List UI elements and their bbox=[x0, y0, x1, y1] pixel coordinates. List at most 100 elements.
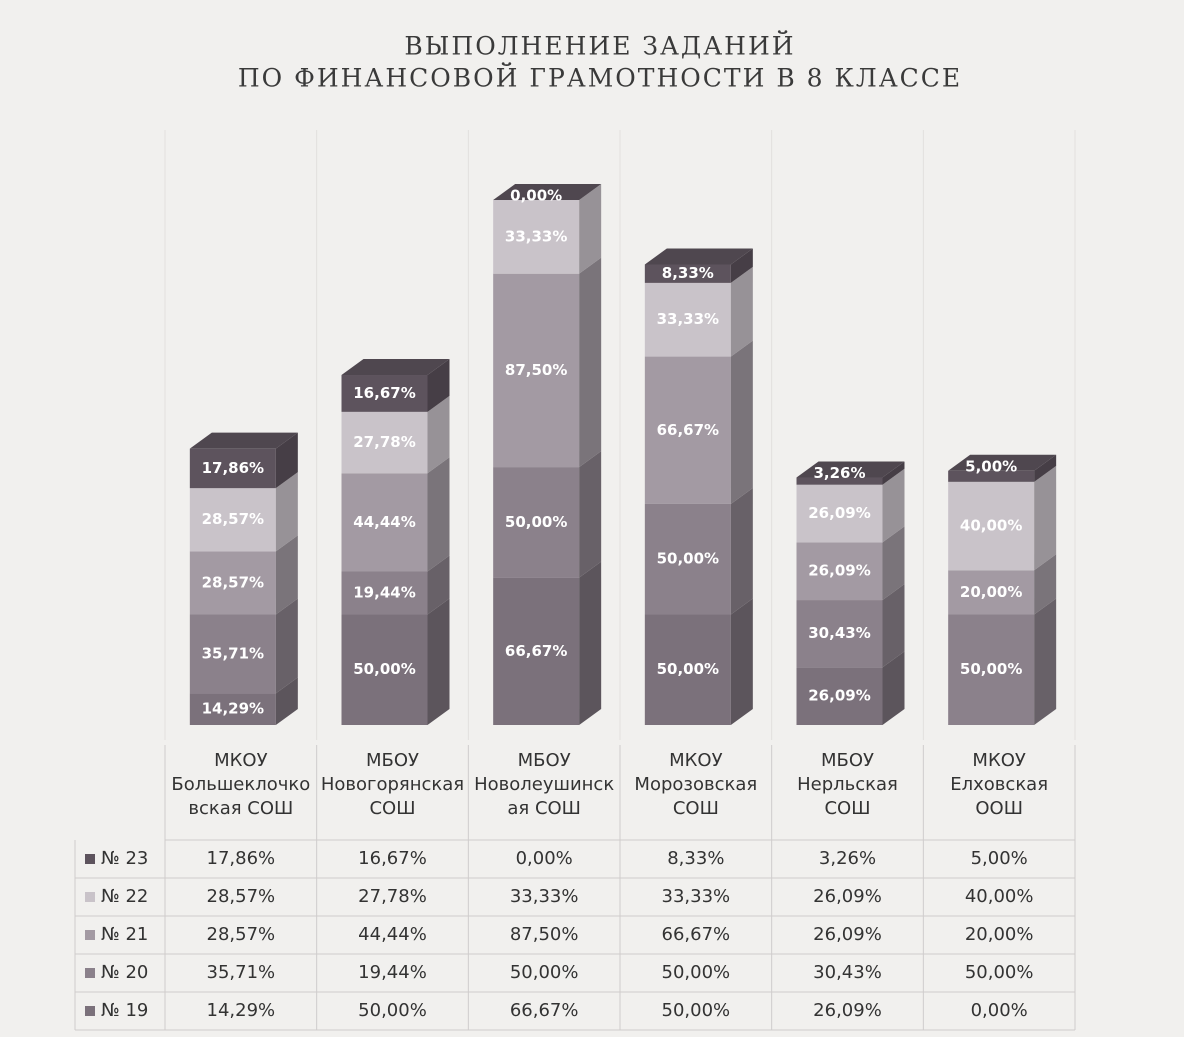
bar-segment bbox=[644, 264, 731, 283]
bar-top bbox=[796, 461, 905, 478]
bar-segment bbox=[796, 484, 883, 543]
bar-side bbox=[882, 651, 905, 725]
category-label: МБОУ Нерльская СОШ bbox=[797, 750, 898, 819]
table-cell: 3,26% bbox=[819, 848, 876, 869]
bar-side bbox=[275, 432, 298, 489]
table-cell: 0,00% bbox=[516, 848, 573, 869]
table-cell: 26,09% bbox=[813, 886, 882, 907]
bar-side bbox=[427, 359, 450, 412]
bar-segment bbox=[948, 481, 1035, 571]
category-label: МКОУ Морозовская СОШ bbox=[634, 750, 758, 819]
bar-segment bbox=[948, 614, 1035, 725]
bar-segment bbox=[189, 551, 276, 615]
bar-top bbox=[189, 432, 298, 449]
table-cell: 87,50% bbox=[510, 924, 579, 945]
bar-side bbox=[1034, 454, 1057, 482]
table-cell: 33,33% bbox=[510, 886, 579, 907]
legend-key bbox=[85, 854, 95, 864]
category-cell: МБОУ Нерльская СОШ bbox=[797, 750, 898, 819]
bar-segment bbox=[948, 470, 1035, 482]
bar-segment bbox=[189, 693, 276, 725]
segment-label: 35,71% bbox=[202, 644, 264, 662]
bar-segment bbox=[644, 614, 731, 725]
bar-side bbox=[1034, 554, 1057, 615]
segment-label: 50,00% bbox=[960, 660, 1022, 678]
table-cell: 8,33% bbox=[667, 848, 724, 869]
bar-segment bbox=[796, 667, 883, 725]
bar-segment bbox=[948, 570, 1035, 615]
segment-label: 14,29% bbox=[202, 700, 264, 718]
table-cell: 0,00% bbox=[971, 1000, 1028, 1021]
table-cell: 30,43% bbox=[813, 962, 882, 983]
segment-label: 16,67% bbox=[353, 384, 415, 402]
segment-label: 27,78% bbox=[353, 433, 415, 451]
bar-segment bbox=[644, 282, 731, 357]
bar-segment bbox=[189, 488, 276, 552]
bar-segment bbox=[493, 577, 580, 725]
bar-side bbox=[579, 184, 602, 274]
table-cell: 50,00% bbox=[358, 1000, 427, 1021]
segment-label: 30,43% bbox=[808, 624, 870, 642]
table-cell: 16,67% bbox=[358, 848, 427, 869]
bar-side bbox=[579, 451, 602, 578]
table-cell: 28,57% bbox=[207, 924, 276, 945]
category-label: МБОУ Новогорянская СОШ bbox=[320, 750, 465, 819]
bar-segment bbox=[796, 477, 883, 485]
bar-segment bbox=[493, 273, 580, 468]
table-cell: 5,00% bbox=[971, 848, 1028, 869]
bar-side bbox=[730, 340, 753, 504]
bar-side bbox=[427, 555, 450, 615]
bar-segment bbox=[644, 356, 731, 504]
segment-label: 87,50% bbox=[505, 361, 567, 379]
table-cell: 17,86% bbox=[207, 848, 276, 869]
bar-segment bbox=[644, 503, 731, 615]
table-cell: 35,71% bbox=[207, 962, 276, 983]
legend-key bbox=[85, 892, 95, 902]
segment-label: 50,00% bbox=[353, 660, 415, 678]
bar-side bbox=[427, 598, 450, 725]
legend-label: № 20 bbox=[101, 962, 148, 983]
segment-label: 44,44% bbox=[353, 513, 415, 531]
table-cell: 50,00% bbox=[965, 962, 1034, 983]
segment-label: 50,00% bbox=[657, 550, 719, 568]
bar-side bbox=[730, 487, 753, 615]
segment-label: 26,09% bbox=[808, 504, 870, 522]
legend-label: № 23 bbox=[101, 848, 148, 869]
bar-segment bbox=[189, 448, 276, 489]
bar-segment bbox=[189, 614, 276, 694]
legend-label: № 22 bbox=[101, 886, 148, 907]
segment-label: 33,33% bbox=[657, 310, 719, 328]
bar-side bbox=[427, 395, 450, 474]
category-cell: МКОУ Большеклочковская СОШ bbox=[171, 750, 310, 819]
table-cell: 27,78% bbox=[358, 886, 427, 907]
segment-label: 66,67% bbox=[657, 421, 719, 439]
bar-segment bbox=[341, 411, 428, 474]
category-cell: МБОУ Новогорянская СОШ bbox=[320, 750, 465, 819]
table-cell: 44,44% bbox=[358, 924, 427, 945]
bar-segment bbox=[796, 542, 883, 601]
bar-side bbox=[882, 584, 905, 668]
segment-label: 26,09% bbox=[808, 562, 870, 580]
segment-label: 3,26% bbox=[813, 464, 865, 482]
table-cell: 33,33% bbox=[662, 886, 731, 907]
segment-label: 17,86% bbox=[202, 459, 264, 477]
bar-side bbox=[1034, 465, 1057, 571]
table-cell: 66,67% bbox=[662, 924, 731, 945]
table-cell: 28,57% bbox=[207, 886, 276, 907]
table-cell: 19,44% bbox=[358, 962, 427, 983]
table-cell: 14,29% bbox=[207, 1000, 276, 1021]
segment-label: 5,00% bbox=[965, 457, 1017, 475]
category-cell: МБОУ Новолеушинская СОШ bbox=[474, 750, 614, 819]
bar-top bbox=[644, 248, 753, 265]
table-cell: 50,00% bbox=[662, 1000, 731, 1021]
bar-segment bbox=[493, 467, 580, 578]
bar-segment bbox=[341, 571, 428, 615]
category-cell: МКОУ Морозовская СОШ bbox=[634, 750, 758, 819]
bar-top bbox=[948, 454, 1057, 471]
segment-label: 20,00% bbox=[960, 583, 1022, 601]
bar-top bbox=[341, 359, 450, 376]
table-cell: 66,67% bbox=[510, 1000, 579, 1021]
bar-side bbox=[579, 257, 602, 468]
bar-side bbox=[730, 266, 753, 357]
